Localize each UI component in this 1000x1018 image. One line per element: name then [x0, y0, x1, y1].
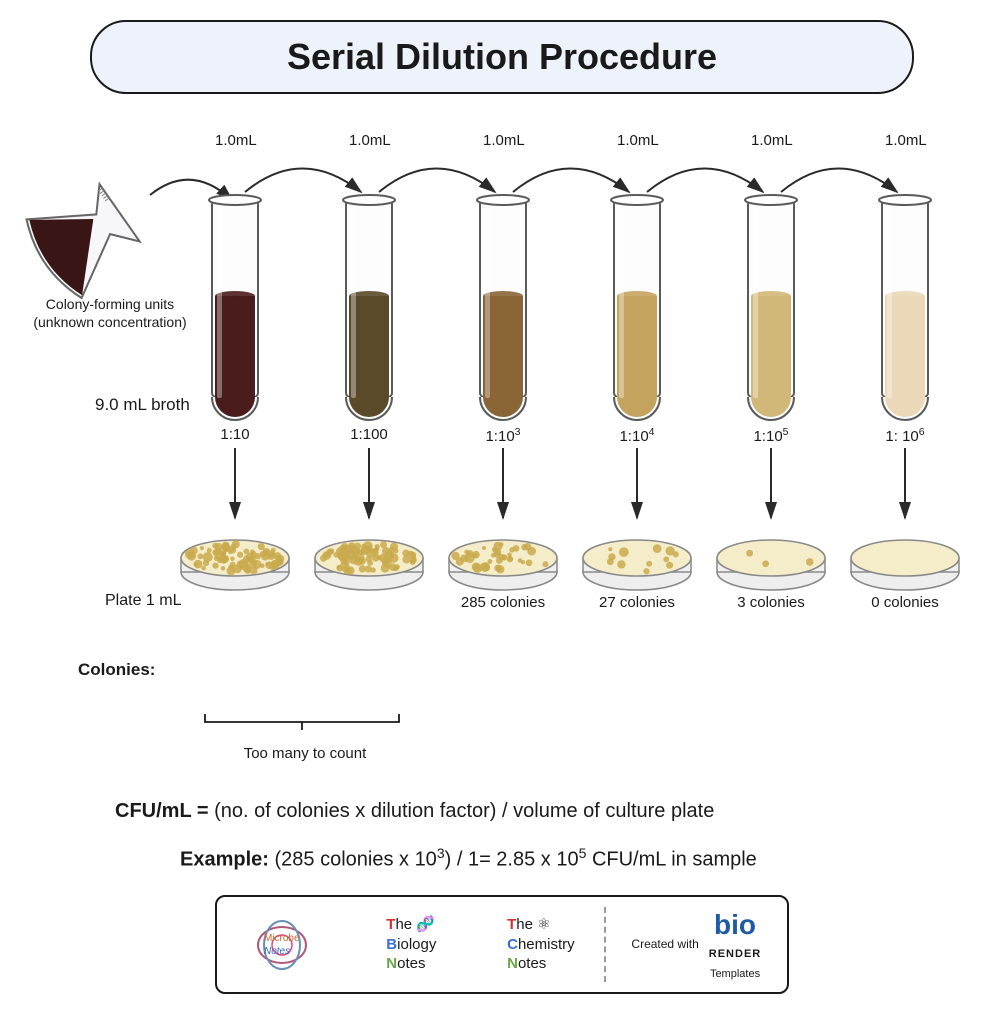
example-p1: (285 colonies x 10: [274, 849, 436, 871]
transfer-volume-label: 1.0mL: [617, 132, 659, 149]
bio-iology: iology: [397, 936, 436, 953]
chem-otes: otes: [518, 955, 546, 972]
example-line: Example: (285 colonies x 103) / 1= 2.85 …: [180, 845, 757, 872]
flask-caption-l2: (unknown concentration): [33, 314, 186, 330]
colony-count: 0 colonies: [855, 594, 955, 611]
title-text: Serial Dilution Procedure: [287, 36, 717, 78]
atom-icon: ⚛: [537, 916, 550, 933]
dilution-ratio: 1:100: [339, 426, 399, 443]
chem-n: N: [507, 955, 518, 972]
colony-count: 3 colonies: [721, 594, 821, 611]
bio-b: B: [386, 936, 397, 953]
colony-count: 27 colonies: [587, 594, 687, 611]
colony-count: 285 colonies: [453, 594, 553, 611]
dna-icon: 🧬: [416, 916, 435, 933]
example-label: Example:: [180, 849, 274, 871]
title-box: Serial Dilution Procedure: [90, 20, 914, 94]
example-p2: ) / 1= 2.85 x 10: [445, 849, 579, 871]
chem-he: he: [516, 916, 533, 933]
bio-logo: bio: [714, 909, 756, 940]
footer-microbe: MicrobeNotes: [217, 897, 347, 992]
dilution-ratio: 1:103: [473, 426, 533, 445]
transfer-volume-label: 1.0mL: [885, 132, 927, 149]
formula-lhs: CFU/mL =: [115, 800, 209, 822]
plate-label: Plate 1 mL: [105, 592, 181, 610]
dilution-ratio: 1:105: [741, 426, 801, 445]
bio-he: he: [395, 916, 412, 933]
footer-biology: The 🧬 Biology Notes: [347, 897, 477, 992]
transfer-volume-label: 1.0mL: [215, 132, 257, 149]
example-sup1: 3: [437, 845, 445, 861]
colonies-heading: Colonies:: [78, 660, 155, 680]
transfer-volume-label: 1.0mL: [349, 132, 391, 149]
transfer-volume-label: 1.0mL: [483, 132, 525, 149]
too-many-label: Too many to count: [215, 745, 395, 762]
dilution-ratio: 1: 106: [875, 426, 935, 445]
footer-biorender: Created with bio RENDER Templates: [606, 897, 787, 992]
chem-hemistry: hemistry: [518, 936, 575, 953]
footer-box: MicrobeNotes The 🧬 Biology Notes The ⚛ C…: [215, 895, 789, 994]
flask-caption: Colony-forming units (unknown concentrat…: [30, 295, 190, 331]
microbe-text: MicrobeNotes: [264, 932, 300, 958]
templates-text: Templates: [710, 968, 760, 980]
created-with: Created with: [631, 937, 698, 953]
example-p3: CFU/mL in sample: [586, 849, 756, 871]
flask-caption-l1: Colony-forming units: [46, 296, 174, 312]
render-text: RENDER: [709, 948, 761, 960]
transfer-volume-label: 1.0mL: [751, 132, 793, 149]
chem-c: C: [507, 936, 518, 953]
formula-line: CFU/mL = (no. of colonies x dilution fac…: [115, 800, 714, 823]
dilution-ratio: 1:104: [607, 426, 667, 445]
footer-chemistry: The ⚛ Chemistry Notes: [476, 897, 606, 992]
dilution-ratio: 1:10: [205, 426, 265, 443]
chem-t: T: [507, 916, 516, 933]
broth-label: 9.0 mL broth: [95, 395, 190, 415]
bio-otes: otes: [397, 955, 425, 972]
bio-n: N: [386, 955, 397, 972]
formula-rhs: (no. of colonies x dilution factor) / vo…: [209, 800, 715, 822]
